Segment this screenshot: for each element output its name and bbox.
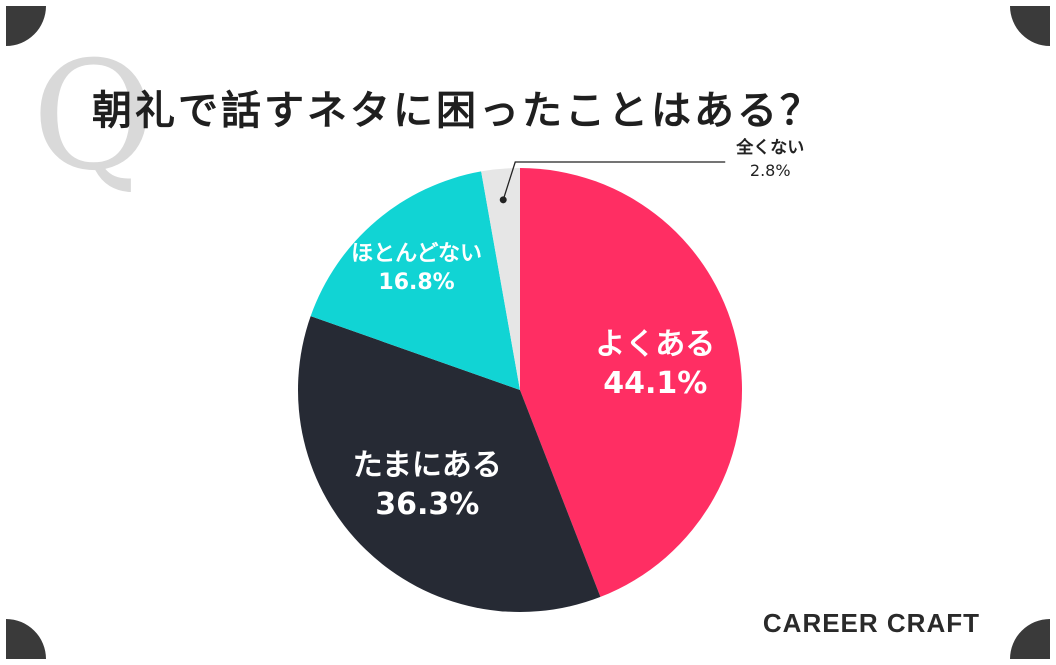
slice-label: 全くない	[735, 137, 804, 158]
pie-slice	[520, 168, 742, 597]
brand-logo: CAREER CRAFT	[762, 608, 980, 638]
pie-slice	[297, 316, 601, 612]
slice-value-label: 44.1%	[603, 366, 707, 401]
pie-slice	[310, 171, 520, 390]
slice-value-label: 36.3%	[375, 487, 479, 522]
page-title: 朝礼で話すネタに困ったことはある？	[92, 88, 823, 134]
slice-label: よくある	[595, 327, 715, 362]
leader-line	[502, 161, 726, 201]
q-mark-icon: Q	[32, 30, 155, 204]
slice-value-label: 16.8%	[378, 270, 454, 295]
pie-slice	[481, 168, 520, 390]
slice-label: たまにある	[353, 448, 502, 483]
slice-value-label: 2.8%	[750, 161, 791, 180]
slice-label: ほとんどない	[351, 241, 482, 266]
pie-labels: よくある 44.1% たまにある 36.3% ほとんどない 16.8% 全くない 2.8%	[351, 137, 804, 522]
pie-slices	[297, 168, 742, 612]
